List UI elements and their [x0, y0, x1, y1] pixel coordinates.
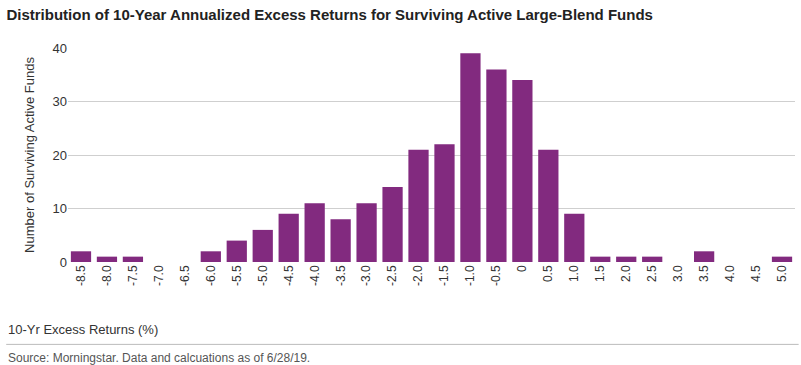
svg-text:-1.0: -1.0 [463, 265, 477, 286]
svg-text:-7.5: -7.5 [126, 265, 140, 286]
svg-text:-7.0: -7.0 [152, 265, 166, 286]
svg-text:-2.0: -2.0 [411, 265, 425, 286]
svg-text:1.0: 1.0 [567, 265, 581, 282]
svg-text:Distribution of 10-Year Annual: Distribution of 10-Year Annualized Exces… [6, 6, 653, 23]
svg-text:-3.5: -3.5 [334, 265, 348, 286]
svg-text:5.0: 5.0 [775, 265, 789, 282]
svg-text:-1.5: -1.5 [437, 265, 451, 286]
svg-text:3.0: 3.0 [671, 265, 685, 282]
svg-text:-5.5: -5.5 [230, 265, 244, 286]
svg-text:-2.5: -2.5 [385, 265, 399, 286]
svg-text:10: 10 [53, 201, 67, 216]
svg-text:-6.5: -6.5 [178, 265, 192, 286]
svg-text:Number of Surviving Active Fun: Number of Surviving Active Funds [22, 57, 37, 253]
svg-text:4.5: 4.5 [749, 265, 763, 282]
svg-text:-4.0: -4.0 [308, 265, 322, 286]
svg-text:40: 40 [53, 41, 67, 56]
svg-text:-6.0: -6.0 [204, 265, 218, 286]
svg-text:3.5: 3.5 [697, 265, 711, 282]
svg-text:4.0: 4.0 [723, 265, 737, 282]
svg-text:0.5: 0.5 [541, 265, 555, 282]
svg-text:2.0: 2.0 [619, 265, 633, 282]
svg-text:-4.5: -4.5 [282, 265, 296, 286]
svg-text:0: 0 [515, 265, 529, 272]
svg-text:-8.5: -8.5 [74, 265, 88, 286]
svg-text:Source: Morningstar. Data and: Source: Morningstar. Data and calcuation… [8, 351, 310, 365]
svg-text:30: 30 [53, 94, 67, 109]
svg-text:-3.0: -3.0 [359, 265, 373, 286]
svg-text:2.5: 2.5 [645, 265, 659, 282]
svg-text:0: 0 [60, 255, 67, 270]
svg-text:20: 20 [53, 148, 67, 163]
svg-text:1.5: 1.5 [593, 265, 607, 282]
svg-text:-5.0: -5.0 [256, 265, 270, 286]
svg-text:-8.0: -8.0 [100, 265, 114, 286]
svg-text:-0.5: -0.5 [489, 265, 503, 286]
svg-text:10-Yr Excess Returns (%): 10-Yr Excess Returns (%) [8, 322, 158, 337]
